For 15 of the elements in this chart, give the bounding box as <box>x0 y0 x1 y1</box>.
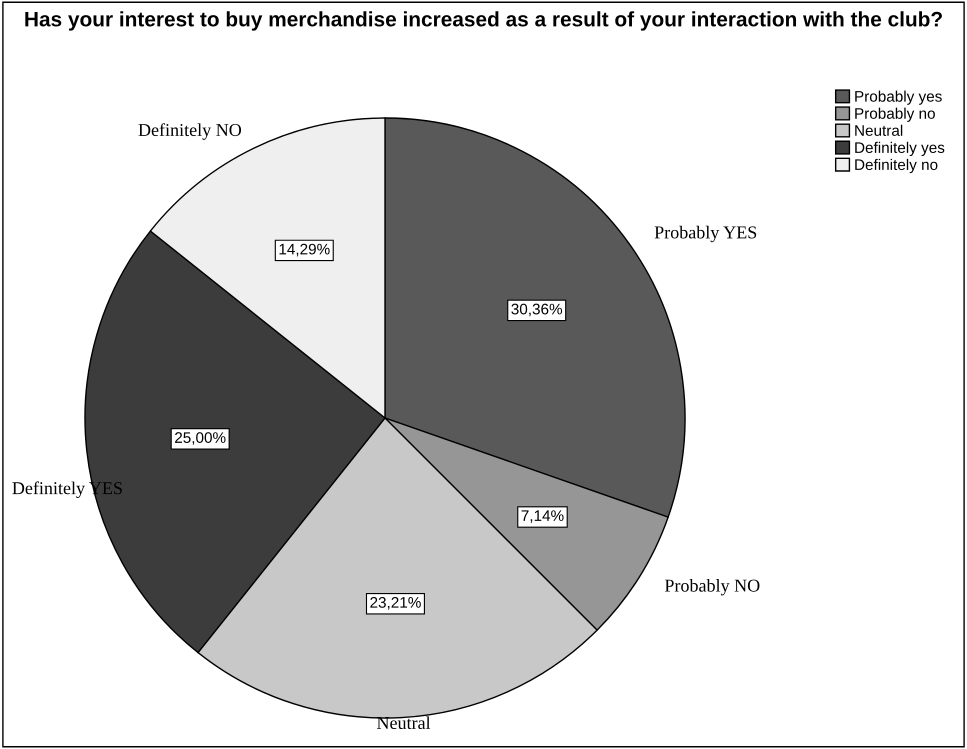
text: Neutral <box>376 716 430 730</box>
text: Probably YES <box>654 226 756 242</box>
legend-label: Probably no <box>855 108 935 122</box>
data-label: 23,21% <box>370 596 421 610</box>
text: Definitely NO <box>138 123 242 140</box>
data-label: 7,14% <box>522 510 564 523</box>
legend-label: Neutral <box>855 124 902 136</box>
legend-label: Definitely yes <box>855 142 944 156</box>
legend-label: Definitely no <box>855 158 938 174</box>
text: Probably NO <box>664 579 760 596</box>
legend-label: Probably yes <box>855 90 942 105</box>
data-label: 14,29% <box>280 244 330 256</box>
data-label: 30,36% <box>511 304 562 316</box>
data-label: 25,00% <box>175 432 226 445</box>
chart-title: Has your interest to buy merchandise increased as a result of your interaction with the club? <box>25 11 942 31</box>
